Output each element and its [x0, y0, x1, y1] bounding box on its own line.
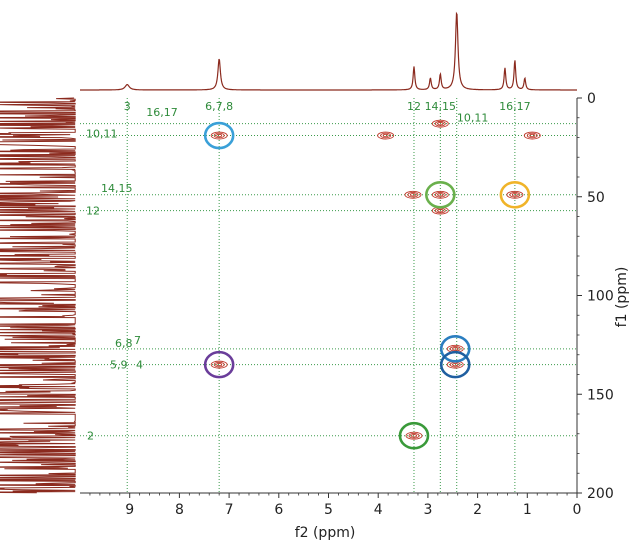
highlight-circle-2 — [499, 180, 531, 209]
cross-peak-5 — [431, 190, 449, 199]
highlight-circle-4 — [439, 350, 471, 379]
left-assignment-label-6: 4 — [136, 359, 143, 372]
left-assignment-label-1: 14,15 — [101, 182, 133, 195]
highlight-circle-6 — [398, 421, 430, 450]
cross-peak-3 — [523, 131, 541, 140]
projections — [0, 11, 577, 494]
y-tick-label-2: 100 — [587, 289, 614, 305]
y-tick-label-1: 50 — [587, 190, 605, 206]
top-assignment-label-6: 10,11 — [457, 112, 489, 125]
left-assignment-label-2: 12 — [86, 205, 100, 218]
highlight-circle-1 — [425, 180, 456, 209]
x-tick-label-6: 3 — [423, 502, 432, 518]
x-tick-label-9: 0 — [573, 502, 582, 518]
cross-peak-2 — [431, 119, 449, 128]
cross-peak-0 — [210, 131, 228, 140]
cross-peaks — [210, 119, 541, 440]
x-tick-label-5: 4 — [374, 502, 383, 518]
x-axis-title: f2 (ppm) — [295, 525, 356, 541]
cross-peak-7 — [506, 190, 524, 199]
top-assignment-label-1: 6,7,8 — [205, 100, 233, 113]
highlight-circle-5 — [203, 350, 235, 379]
y-tick-label-3: 150 — [587, 387, 614, 403]
highlight-circles — [203, 121, 531, 450]
y-tick-label-4: 200 — [587, 486, 614, 502]
left-assignment-label-4: 7 — [134, 334, 141, 347]
highlight-circle-0 — [203, 121, 235, 150]
top-assignment-label-5: 16,17 — [146, 106, 178, 119]
x-tick-label-0: 9 — [125, 502, 134, 518]
top-assignment-label-4: 16,17 — [499, 100, 531, 113]
left-assignment-label-3: 6,8 — [115, 337, 133, 350]
assignment-grid — [80, 98, 577, 493]
x-tick-label-4: 5 — [324, 502, 333, 518]
y-axis-title: f1 (ppm) — [614, 267, 630, 328]
top-assignment-label-0: 3 — [124, 100, 131, 113]
left-13c-projection — [0, 97, 76, 494]
x-tick-label-3: 6 — [274, 502, 283, 518]
cross-peak-11 — [405, 431, 423, 440]
left-assignment-label-7: 2 — [87, 430, 94, 443]
top-assignment-label-2: 12 — [407, 100, 421, 113]
x-tick-label-1: 8 — [175, 502, 184, 518]
top-assignment-label-3: 14,15 — [425, 100, 457, 113]
cross-peak-4 — [404, 190, 422, 199]
x-tick-label-8: 1 — [523, 502, 532, 518]
top-1h-projection — [80, 11, 577, 91]
cross-peak-10 — [210, 360, 228, 369]
cross-peak-1 — [377, 131, 395, 140]
y-tick-label-0: 0 — [587, 91, 596, 107]
x-tick-label-7: 2 — [473, 502, 482, 518]
left-assignment-label-5: 5,9 — [110, 359, 128, 372]
left-assignment-label-0: 10,11 — [86, 128, 118, 141]
highlight-circle-3 — [439, 335, 471, 363]
x-tick-label-2: 7 — [225, 502, 234, 518]
